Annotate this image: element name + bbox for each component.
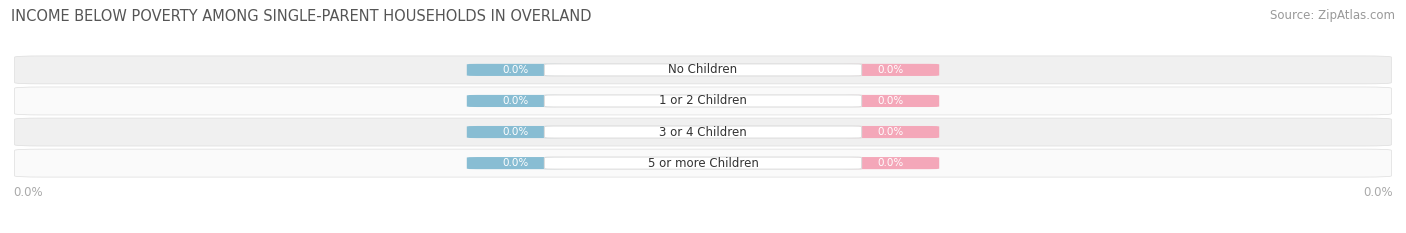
Text: No Children: No Children (668, 63, 738, 76)
Text: 0.0%: 0.0% (877, 65, 904, 75)
Text: 0.0%: 0.0% (877, 127, 904, 137)
FancyBboxPatch shape (467, 126, 565, 138)
Text: Source: ZipAtlas.com: Source: ZipAtlas.com (1270, 9, 1395, 22)
FancyBboxPatch shape (544, 64, 862, 76)
Text: 0.0%: 0.0% (877, 158, 904, 168)
FancyBboxPatch shape (841, 126, 939, 138)
FancyBboxPatch shape (544, 157, 862, 169)
Text: 0.0%: 0.0% (877, 96, 904, 106)
FancyBboxPatch shape (14, 118, 1392, 146)
Text: INCOME BELOW POVERTY AMONG SINGLE-PARENT HOUSEHOLDS IN OVERLAND: INCOME BELOW POVERTY AMONG SINGLE-PARENT… (11, 9, 592, 24)
FancyBboxPatch shape (14, 149, 1392, 177)
Text: 0.0%: 0.0% (502, 65, 529, 75)
FancyBboxPatch shape (467, 95, 565, 107)
FancyBboxPatch shape (544, 95, 862, 107)
FancyBboxPatch shape (467, 157, 565, 169)
Text: 3 or 4 Children: 3 or 4 Children (659, 126, 747, 139)
FancyBboxPatch shape (467, 64, 565, 76)
FancyBboxPatch shape (841, 95, 939, 107)
FancyBboxPatch shape (14, 87, 1392, 115)
Text: 0.0%: 0.0% (502, 158, 529, 168)
Text: 5 or more Children: 5 or more Children (648, 157, 758, 170)
FancyBboxPatch shape (544, 126, 862, 138)
FancyBboxPatch shape (841, 157, 939, 169)
Text: 0.0%: 0.0% (502, 96, 529, 106)
FancyBboxPatch shape (841, 64, 939, 76)
FancyBboxPatch shape (14, 56, 1392, 84)
Text: 1 or 2 Children: 1 or 2 Children (659, 94, 747, 107)
Text: 0.0%: 0.0% (502, 127, 529, 137)
